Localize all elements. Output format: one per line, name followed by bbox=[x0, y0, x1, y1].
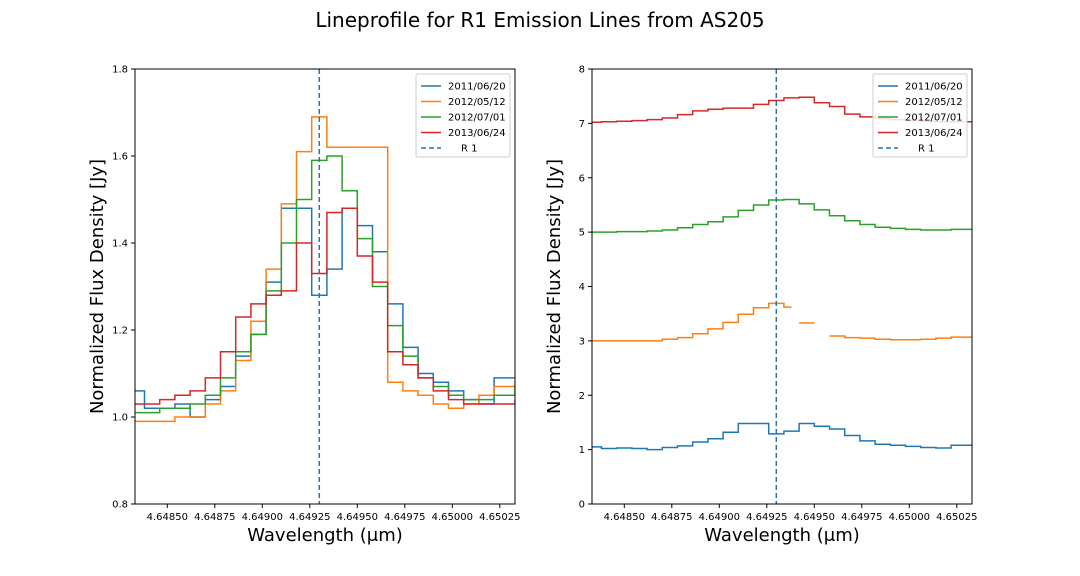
legend: 2011/06/20 2012/05/12 2012/07/01 2013/06/24… bbox=[872, 73, 968, 158]
legend-label: 2012/05/12 bbox=[905, 97, 963, 108]
x-tick-label: 4.64925 bbox=[289, 512, 330, 523]
x-tick-label: 4.64875 bbox=[651, 512, 692, 523]
y-tick-label: 1.8 bbox=[112, 65, 128, 76]
legend-label: 2011/06/20 bbox=[905, 82, 963, 93]
x-axis-label: Wavelength (μm) bbox=[704, 525, 860, 546]
x-tick-label: 4.65000 bbox=[889, 512, 930, 523]
y-tick-label: 1.4 bbox=[112, 239, 128, 250]
series-line-2012-07-01 bbox=[592, 198, 972, 233]
series-line-2012-05-12-seg0 bbox=[592, 302, 792, 342]
series-line-2012-05-12 bbox=[135, 116, 515, 423]
y-tick-label: 6 bbox=[579, 173, 585, 184]
figure-title: Lineprofile for R1 Emission Lines from A… bbox=[315, 8, 764, 32]
left-panel: 4.64850 4.64875 4.64900 4.64925 4.64950 4.649… bbox=[87, 65, 520, 547]
legend-label: 2013/06/24 bbox=[905, 128, 963, 139]
legend-label-vline: R 1 bbox=[918, 144, 935, 155]
x-tick-label: 4.65000 bbox=[432, 512, 473, 523]
y-tick-label: 3 bbox=[579, 336, 585, 347]
y-tick-label: 0.8 bbox=[112, 500, 128, 511]
x-tick-label: 4.65025 bbox=[479, 512, 520, 523]
x-tick-label: 4.64875 bbox=[194, 512, 235, 523]
legend-label: 2012/07/01 bbox=[448, 113, 506, 124]
right-panel: 4.64850 4.64875 4.64900 4.64925 4.64950 4.649… bbox=[544, 65, 977, 547]
axes-frame bbox=[134, 68, 516, 505]
x-tick-label: 4.64850 bbox=[147, 512, 188, 523]
series-line-2012-05-12-seg2 bbox=[829, 335, 972, 341]
plot-area bbox=[135, 116, 515, 423]
y-tick-label: 1 bbox=[579, 445, 585, 456]
x-tick-label: 4.64900 bbox=[699, 512, 740, 523]
legend-label: 2011/06/20 bbox=[448, 82, 506, 93]
x-tick-label: 4.64950 bbox=[337, 512, 378, 523]
legend-box bbox=[872, 73, 968, 158]
y-tick-label: 4 bbox=[579, 282, 585, 293]
x-tick-label: 4.64925 bbox=[746, 512, 787, 523]
x-tick-label: 4.64900 bbox=[242, 512, 283, 523]
y-tick-label: 2 bbox=[579, 391, 585, 402]
x-tick-label: 4.64850 bbox=[604, 512, 645, 523]
x-tick-label: 4.64950 bbox=[794, 512, 835, 523]
legend-label: 2012/07/01 bbox=[905, 113, 963, 124]
series-line-2011-06-20 bbox=[592, 422, 972, 451]
y-tick-label: 7 bbox=[579, 119, 585, 130]
y-tick-label: 0 bbox=[579, 500, 585, 511]
y-axis-label: Normalized Flux Density [Jy] bbox=[87, 159, 108, 414]
y-tick-label: 8 bbox=[579, 65, 585, 76]
x-tick-label: 4.65025 bbox=[936, 512, 977, 523]
series-line-2013-06-24 bbox=[135, 207, 515, 405]
legend-box bbox=[415, 73, 511, 158]
legend-label: 2013/06/24 bbox=[448, 128, 506, 139]
x-axis-label: Wavelength (μm) bbox=[247, 525, 403, 546]
y-tick-label: 1.0 bbox=[112, 413, 128, 424]
y-tick-label: 1.6 bbox=[112, 152, 128, 163]
series-line-2012-07-01 bbox=[135, 155, 515, 414]
legend-label: 2012/05/12 bbox=[448, 97, 506, 108]
legend: 2011/06/20 2012/05/12 2012/07/01 2013/06/24… bbox=[415, 73, 511, 158]
series-line-2011-06-20 bbox=[135, 207, 515, 418]
y-axis-label: Normalized Flux Density [Jy] bbox=[544, 159, 565, 414]
x-tick-label: 4.64975 bbox=[841, 512, 882, 523]
x-tick-label: 4.64975 bbox=[384, 512, 425, 523]
legend-label-vline: R 1 bbox=[461, 144, 478, 155]
y-tick-label: 5 bbox=[579, 228, 585, 239]
y-tick-label: 1.2 bbox=[112, 326, 128, 337]
